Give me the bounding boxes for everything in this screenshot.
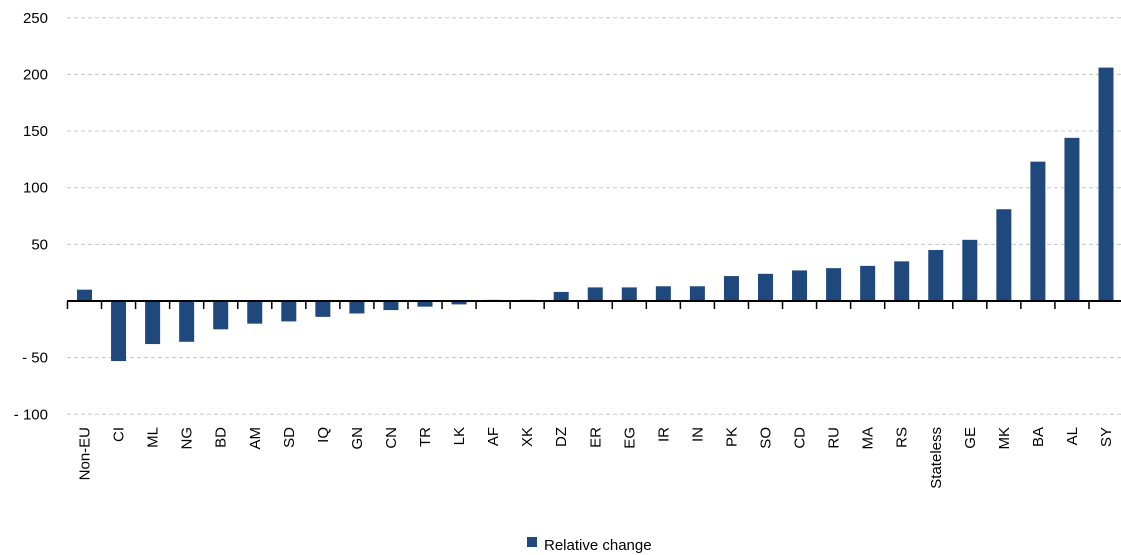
x-tick-label: LK (451, 427, 468, 445)
x-tick-label: CI (111, 427, 128, 442)
bar-so (758, 273, 773, 301)
legend-swatch (527, 537, 537, 547)
bar-mk (996, 209, 1012, 301)
x-tick-label: AF (485, 427, 502, 446)
x-tick-label: CD (792, 427, 809, 449)
x-tick-label: CN (383, 427, 400, 449)
bar-non-eu (77, 289, 92, 301)
x-tick-label: EG (621, 427, 638, 449)
y-tick-label: 200 (23, 66, 48, 83)
x-tick-label: SO (758, 427, 775, 449)
bar-ru (826, 268, 842, 301)
bar-bd (213, 301, 229, 330)
y-tick-label: 150 (23, 123, 48, 140)
bar-eg (621, 287, 637, 301)
x-tick-label: RU (826, 427, 843, 449)
bar-sd (281, 301, 297, 322)
x-axis (66, 300, 1121, 309)
gridlines (67, 17, 1121, 415)
bar-cd (792, 270, 808, 301)
bar-ir (655, 286, 671, 301)
x-tick-label: IQ (315, 427, 332, 443)
y-axis-tick-labels: - 100 - 50 50 100 150 200 250 (14, 10, 48, 424)
x-tick-label: AL (1064, 427, 1081, 445)
bar-tr (417, 301, 433, 307)
x-tick-label: PK (723, 427, 740, 447)
x-tick-label: GN (349, 427, 366, 450)
bar-ge (962, 239, 978, 301)
bar-sy (1098, 67, 1114, 302)
bar-er (587, 287, 603, 301)
bar-cn (383, 301, 399, 311)
bar-ci (111, 301, 127, 362)
bar-iq (315, 301, 331, 317)
bar-dz (553, 291, 569, 301)
x-tick-label: IN (689, 427, 706, 442)
x-tick-label: BD (213, 427, 230, 448)
bar-stateless (928, 250, 944, 301)
x-axis-category-labels: Non-EU CI ML NG BD AM SD IQ GN CN TR LK AF XK DZ ER EG IR… (77, 427, 1116, 489)
x-tick-label: Non-EU (77, 427, 94, 480)
x-tick-label: MA (860, 427, 877, 450)
bar-am (247, 301, 263, 324)
x-tick-label: TR (417, 427, 434, 447)
x-tick-label: ER (587, 427, 604, 448)
x-tick-label: BA (1030, 427, 1047, 447)
bar-ml (145, 301, 161, 345)
x-tick-label: Stateless (928, 427, 945, 489)
x-tick-label: SY (1098, 427, 1115, 447)
bar-al (1064, 137, 1080, 301)
bar-ba (1030, 161, 1046, 301)
bar-ng (179, 301, 195, 342)
x-tick-label: XK (519, 427, 536, 447)
x-tick-label: NG (179, 427, 196, 450)
bar-lk (451, 301, 467, 305)
x-tick-label: RS (894, 427, 911, 448)
bar-in (689, 286, 705, 301)
y-tick-label: 100 (23, 180, 48, 197)
x-tick-label: SD (281, 427, 298, 448)
x-tick-label: ML (145, 427, 162, 448)
x-tick-label: GE (962, 427, 979, 449)
bar-pk (723, 276, 739, 301)
y-tick-label: - 50 (22, 350, 48, 367)
bar-ma (860, 265, 876, 301)
x-tick-label: AM (247, 427, 264, 450)
legend-label: Relative change (544, 537, 652, 554)
y-tick-label: 250 (23, 10, 48, 27)
x-tick-label: IR (655, 427, 672, 442)
bars (77, 67, 1114, 362)
legend: Relative change (527, 537, 652, 554)
x-tick-label: DZ (553, 427, 570, 447)
x-tick-label: MK (996, 427, 1013, 450)
y-tick-label: 50 (31, 236, 48, 253)
bar-rs (894, 261, 910, 301)
bar-gn (349, 301, 365, 314)
y-tick-label: - 100 (14, 406, 48, 423)
